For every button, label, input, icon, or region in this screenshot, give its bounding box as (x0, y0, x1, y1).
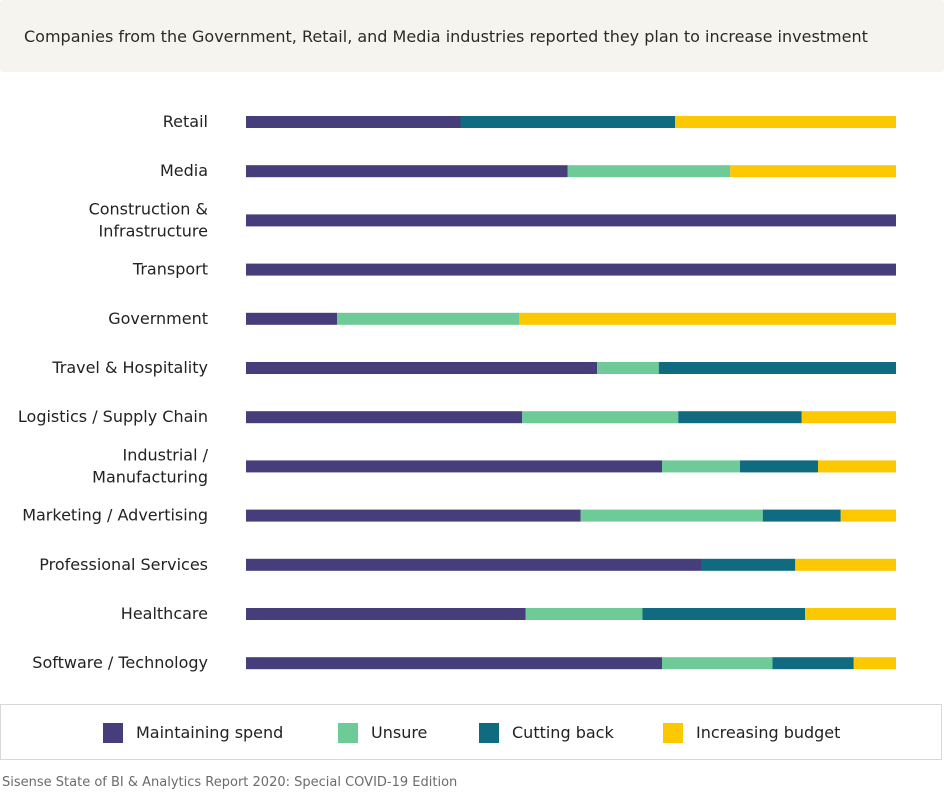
bar-segment-increasing (840, 509, 896, 522)
bar-segment-maintaining (246, 411, 523, 424)
bar-segment-cutting (740, 460, 818, 473)
bar-segment-maintaining (246, 362, 597, 374)
bar-segment-maintaining (246, 460, 662, 473)
bar-segment-unsure (567, 165, 731, 178)
bar-segment-cutting (642, 608, 805, 620)
category-label: Media (160, 161, 208, 180)
legend-label-cutting: Cutting back (512, 723, 614, 742)
bar-segment-maintaining (246, 608, 526, 620)
bar-segment-unsure (337, 312, 519, 325)
bar-segment-increasing (853, 657, 896, 670)
bar-segment-cutting (772, 657, 854, 670)
bar-segment-increasing (519, 312, 896, 325)
bar-segment-unsure (525, 608, 643, 620)
source-note: Sisense State of BI & Analytics Report 2… (2, 775, 458, 790)
legend-swatch-cutting (479, 723, 499, 743)
bar-segment-increasing (818, 460, 896, 473)
bar-segment-maintaining (246, 214, 896, 227)
bar-segment-maintaining (246, 116, 461, 128)
legend-swatch-maintaining (103, 723, 123, 743)
bar-segment-increasing (675, 116, 896, 128)
bar-segment-unsure (522, 411, 679, 424)
bar-segment-increasing (795, 558, 896, 571)
bar-segment-maintaining (246, 558, 701, 571)
bar-segment-unsure (580, 509, 763, 522)
chart-title-box: Companies from the Government, Retail, a… (0, 0, 944, 72)
legend-label-increasing: Increasing budget (696, 723, 841, 742)
bar-segment-unsure (662, 657, 773, 670)
bar-segment-unsure (662, 460, 740, 473)
legend-swatch-increasing (663, 723, 683, 743)
category-label: Transport (132, 260, 208, 279)
category-label: Logistics / Supply Chain (18, 407, 208, 426)
category-label: Industrial / Manufacturing (92, 445, 208, 486)
bar-segment-increasing (730, 165, 896, 178)
bar-segment-cutting (658, 362, 896, 374)
bar-segment-increasing (805, 608, 896, 620)
bar-segment-maintaining (246, 165, 568, 178)
stacked-bar-chart: Retail Media Construction & Infrastructure T… (18, 112, 896, 672)
category-label: Marketing / Advertising (22, 506, 208, 525)
bar-segment-cutting (762, 509, 841, 522)
bar-segment-maintaining (246, 509, 581, 522)
bar-segment-maintaining (246, 312, 337, 325)
legend-swatch-unsure (338, 723, 358, 743)
bar-segment-cutting (678, 411, 802, 424)
legend: Maintaining spend Unsure Cutting back In… (0, 704, 942, 760)
category-label: Construction & Infrastructure (89, 199, 208, 240)
category-label: Travel & Hospitality (51, 358, 208, 377)
bar-segment-cutting (460, 116, 675, 128)
chart-title: Companies from the Government, Retail, a… (24, 27, 868, 46)
bar-segment-cutting (701, 558, 796, 571)
category-label: Healthcare (121, 604, 208, 623)
bar-segment-unsure (597, 362, 659, 374)
category-label: Professional Services (39, 555, 208, 574)
bar-segment-maintaining (246, 657, 662, 670)
bar-segment-increasing (801, 411, 896, 424)
category-label: Government (108, 309, 208, 328)
legend-label-unsure: Unsure (371, 723, 428, 742)
category-label: Software / Technology (32, 653, 208, 672)
category-label: Retail (163, 112, 208, 131)
bar-segment-maintaining (246, 263, 896, 276)
legend-label-maintaining: Maintaining spend (136, 723, 284, 742)
